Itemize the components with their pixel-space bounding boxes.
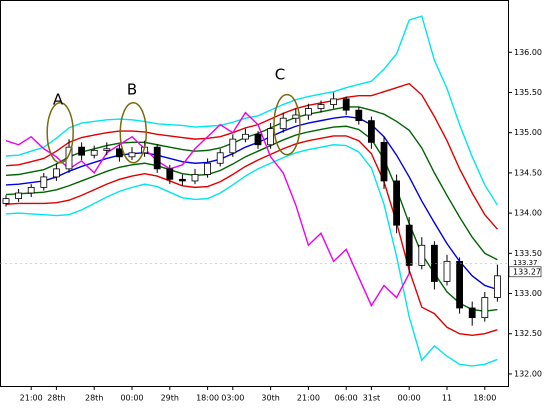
candle-body bbox=[405, 224, 413, 266]
y-tick-label: 133.00 bbox=[514, 289, 542, 298]
candle-body bbox=[65, 146, 73, 170]
candle-body bbox=[292, 114, 300, 119]
candle-body bbox=[468, 307, 476, 319]
x-tick-label: 21:00 bbox=[297, 394, 320, 403]
annotation-label: A bbox=[53, 91, 64, 109]
y-tick-label: 136.00 bbox=[514, 48, 542, 57]
candle-body bbox=[443, 260, 451, 282]
x-tick-label: 18:00 bbox=[196, 394, 219, 403]
y-tick-label: 133.50 bbox=[514, 249, 542, 258]
x-tick-label: 00:00 bbox=[120, 394, 143, 403]
y-tick-label: 134.50 bbox=[514, 168, 542, 177]
candle-body bbox=[90, 149, 98, 156]
candle-body bbox=[15, 192, 23, 200]
annotation-label: C bbox=[275, 66, 285, 84]
x-tick-label: 30th bbox=[261, 394, 279, 403]
candle-body bbox=[216, 152, 224, 164]
candle-body bbox=[78, 146, 85, 156]
candle-body bbox=[254, 133, 262, 146]
candle-body bbox=[166, 168, 174, 180]
candle-body bbox=[241, 133, 249, 140]
band-line bbox=[5, 111, 410, 308]
band-line bbox=[5, 144, 498, 367]
plot-frame bbox=[0, 0, 509, 387]
candle-body bbox=[53, 168, 60, 178]
candle-body bbox=[456, 260, 464, 309]
candle-body bbox=[279, 117, 287, 130]
candle-body bbox=[191, 174, 199, 182]
annotation-circle bbox=[273, 93, 301, 156]
candle-body bbox=[418, 244, 426, 266]
candle-body bbox=[330, 98, 338, 105]
candle-body bbox=[304, 108, 312, 116]
candle-body bbox=[103, 148, 111, 151]
x-tick-label: 21:00 bbox=[20, 394, 43, 403]
candle-body bbox=[430, 244, 438, 282]
band-line bbox=[5, 106, 498, 261]
candle-body bbox=[317, 104, 325, 109]
band-line bbox=[5, 125, 498, 312]
annotation-label: B bbox=[127, 81, 137, 99]
y-tick-label: 135.00 bbox=[514, 128, 542, 137]
candle-body bbox=[128, 152, 136, 158]
x-tick-label: 28th bbox=[47, 394, 65, 403]
x-tick-label: 28th bbox=[85, 394, 103, 403]
x-tick-label: 00:00 bbox=[398, 394, 421, 403]
y-tick-label: 135.50 bbox=[514, 88, 542, 97]
last-price-label: 133.27 bbox=[513, 267, 541, 276]
x-tick-label: 31st bbox=[363, 394, 380, 403]
candle-body bbox=[380, 141, 388, 182]
candle-body bbox=[493, 275, 501, 298]
band-line bbox=[5, 15, 498, 206]
x-tick-label: 18:00 bbox=[473, 394, 496, 403]
annotation-circle bbox=[119, 101, 148, 164]
y-tick-label: 134.00 bbox=[514, 209, 542, 218]
ask-price-label: 133.37 bbox=[513, 259, 538, 267]
candle-body bbox=[40, 176, 48, 188]
candle-body bbox=[267, 128, 275, 146]
x-tick-label: 29th bbox=[161, 394, 179, 403]
candle-body bbox=[153, 146, 161, 170]
annotation-circle bbox=[46, 101, 74, 164]
candle-body bbox=[355, 109, 363, 122]
last-price-box bbox=[508, 266, 542, 278]
candle-body bbox=[367, 120, 375, 143]
candle-body bbox=[342, 98, 350, 111]
band-line bbox=[5, 82, 498, 230]
candle-body bbox=[2, 198, 10, 204]
candle-body bbox=[393, 180, 401, 226]
candle-body bbox=[229, 138, 237, 154]
x-tick-label: 11 bbox=[442, 394, 452, 403]
candle-body bbox=[116, 148, 123, 158]
y-tick-label: 132.00 bbox=[514, 369, 542, 378]
y-tick-label: 132.50 bbox=[514, 329, 542, 338]
candle-body bbox=[204, 162, 212, 175]
x-tick-label: 03:00 bbox=[221, 394, 244, 403]
candle-body bbox=[27, 186, 35, 194]
x-tick-label: 06:00 bbox=[335, 394, 358, 403]
band-line bbox=[5, 135, 498, 337]
band-line bbox=[5, 115, 498, 291]
candle-body bbox=[178, 178, 186, 182]
candle-body bbox=[481, 297, 489, 319]
